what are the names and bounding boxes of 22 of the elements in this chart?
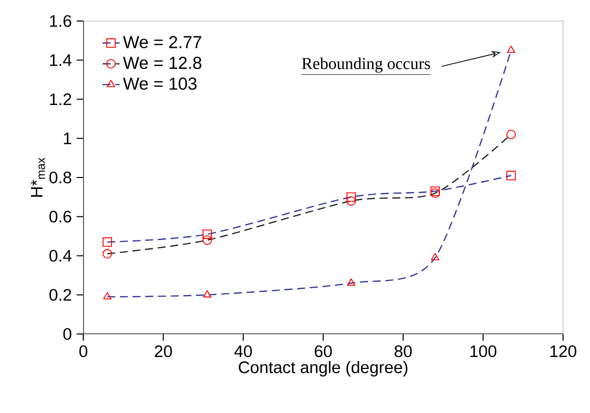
- y-tick-label: 0.6: [49, 210, 72, 223]
- y-tick-label: 0: [63, 328, 72, 340]
- x-tick-label: 60: [314, 345, 332, 358]
- y-tick-label: 1: [64, 132, 72, 144]
- x-tick-label: 120: [550, 345, 576, 358]
- y-tick-label: 0.8: [49, 172, 72, 184]
- annotation: Rebounding occurs: [302, 57, 430, 73]
- y-axis-title: H*$_{max}$: [31, 158, 45, 197]
- y-tick-label: 1.2: [50, 93, 72, 106]
- legend-label: We = 12.8: [123, 56, 202, 70]
- legend-label: We = 2.77: [123, 36, 202, 48]
- x-tick-label: 80: [394, 345, 412, 358]
- y-tick-label: 0.4: [49, 250, 72, 262]
- y-tick-label: 1.6: [50, 15, 72, 27]
- x-tick-label: 100: [470, 345, 496, 358]
- legend-label: We = 103: [123, 78, 197, 90]
- x-tick-label: 20: [154, 345, 172, 358]
- x-tick-label: 0: [79, 345, 88, 358]
- x-axis-title: Contact angle (degree): [238, 360, 408, 377]
- x-tick-label: 40: [234, 345, 252, 358]
- y-tick-label: 0.2: [49, 288, 72, 301]
- y-tick-label: 1.4: [50, 54, 72, 66]
